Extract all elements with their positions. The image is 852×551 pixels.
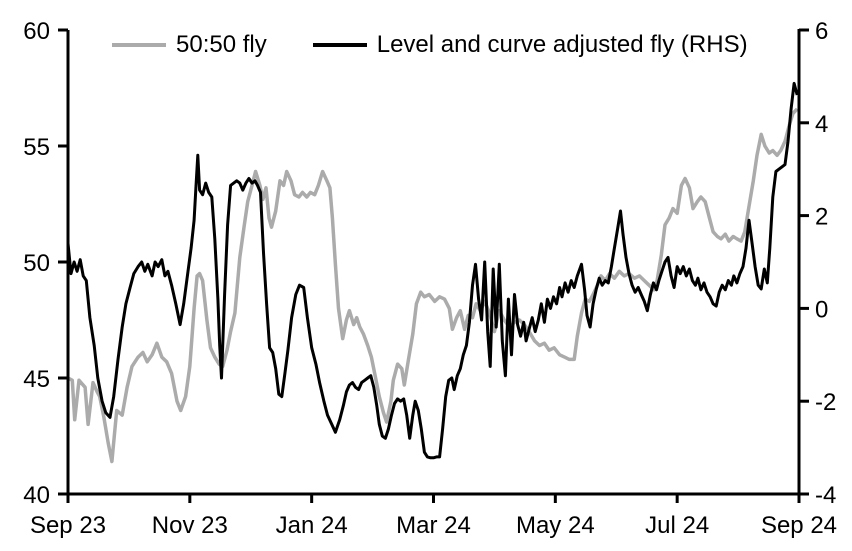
right-axis-tick-label: -4 (815, 482, 836, 509)
left-axis-tick-label: 50 (23, 250, 50, 277)
legend-swatch-black-line (312, 43, 367, 47)
legend-item-5050-fly: 50:50 fly (112, 31, 267, 59)
x-axis-tick-label: Jul 24 (645, 512, 709, 539)
legend-swatch-gray-line (112, 43, 166, 47)
right-axis-tick-label: 2 (815, 204, 828, 231)
legend: 50:50 fly Level and curve adjusted fly (… (112, 31, 748, 59)
left-axis-tick-label: 40 (23, 482, 50, 509)
right-axis-tick-label: -2 (815, 389, 836, 416)
legend-label-5050-fly: 50:50 fly (176, 31, 267, 58)
left-axis-tick-label: 45 (23, 366, 50, 393)
left-axis-tick-label: 60 (23, 18, 50, 45)
x-axis-tick-label: Sep 24 (761, 512, 837, 539)
legend-label-adjusted-fly: Level and curve adjusted fly (RHS) (376, 31, 748, 58)
x-axis-tick-label: May 24 (516, 512, 595, 539)
right-axis-tick-label: 0 (815, 296, 828, 323)
legend-item-adjusted-fly: Level and curve adjusted fly (RHS) (312, 31, 748, 59)
series-line-black (66, 81, 799, 460)
x-axis-tick-label: Sep 23 (30, 512, 106, 539)
x-axis-tick-label: Nov 23 (152, 512, 228, 539)
x-axis-tick-label: Mar 24 (396, 512, 471, 539)
right-axis-tick-label: 4 (815, 111, 828, 138)
right-axis-tick-label: 6 (815, 18, 828, 45)
series-line-gray (67, 107, 799, 464)
left-axis-tick-label: 55 (23, 134, 50, 161)
x-axis-tick-label: Jan 24 (276, 512, 348, 539)
